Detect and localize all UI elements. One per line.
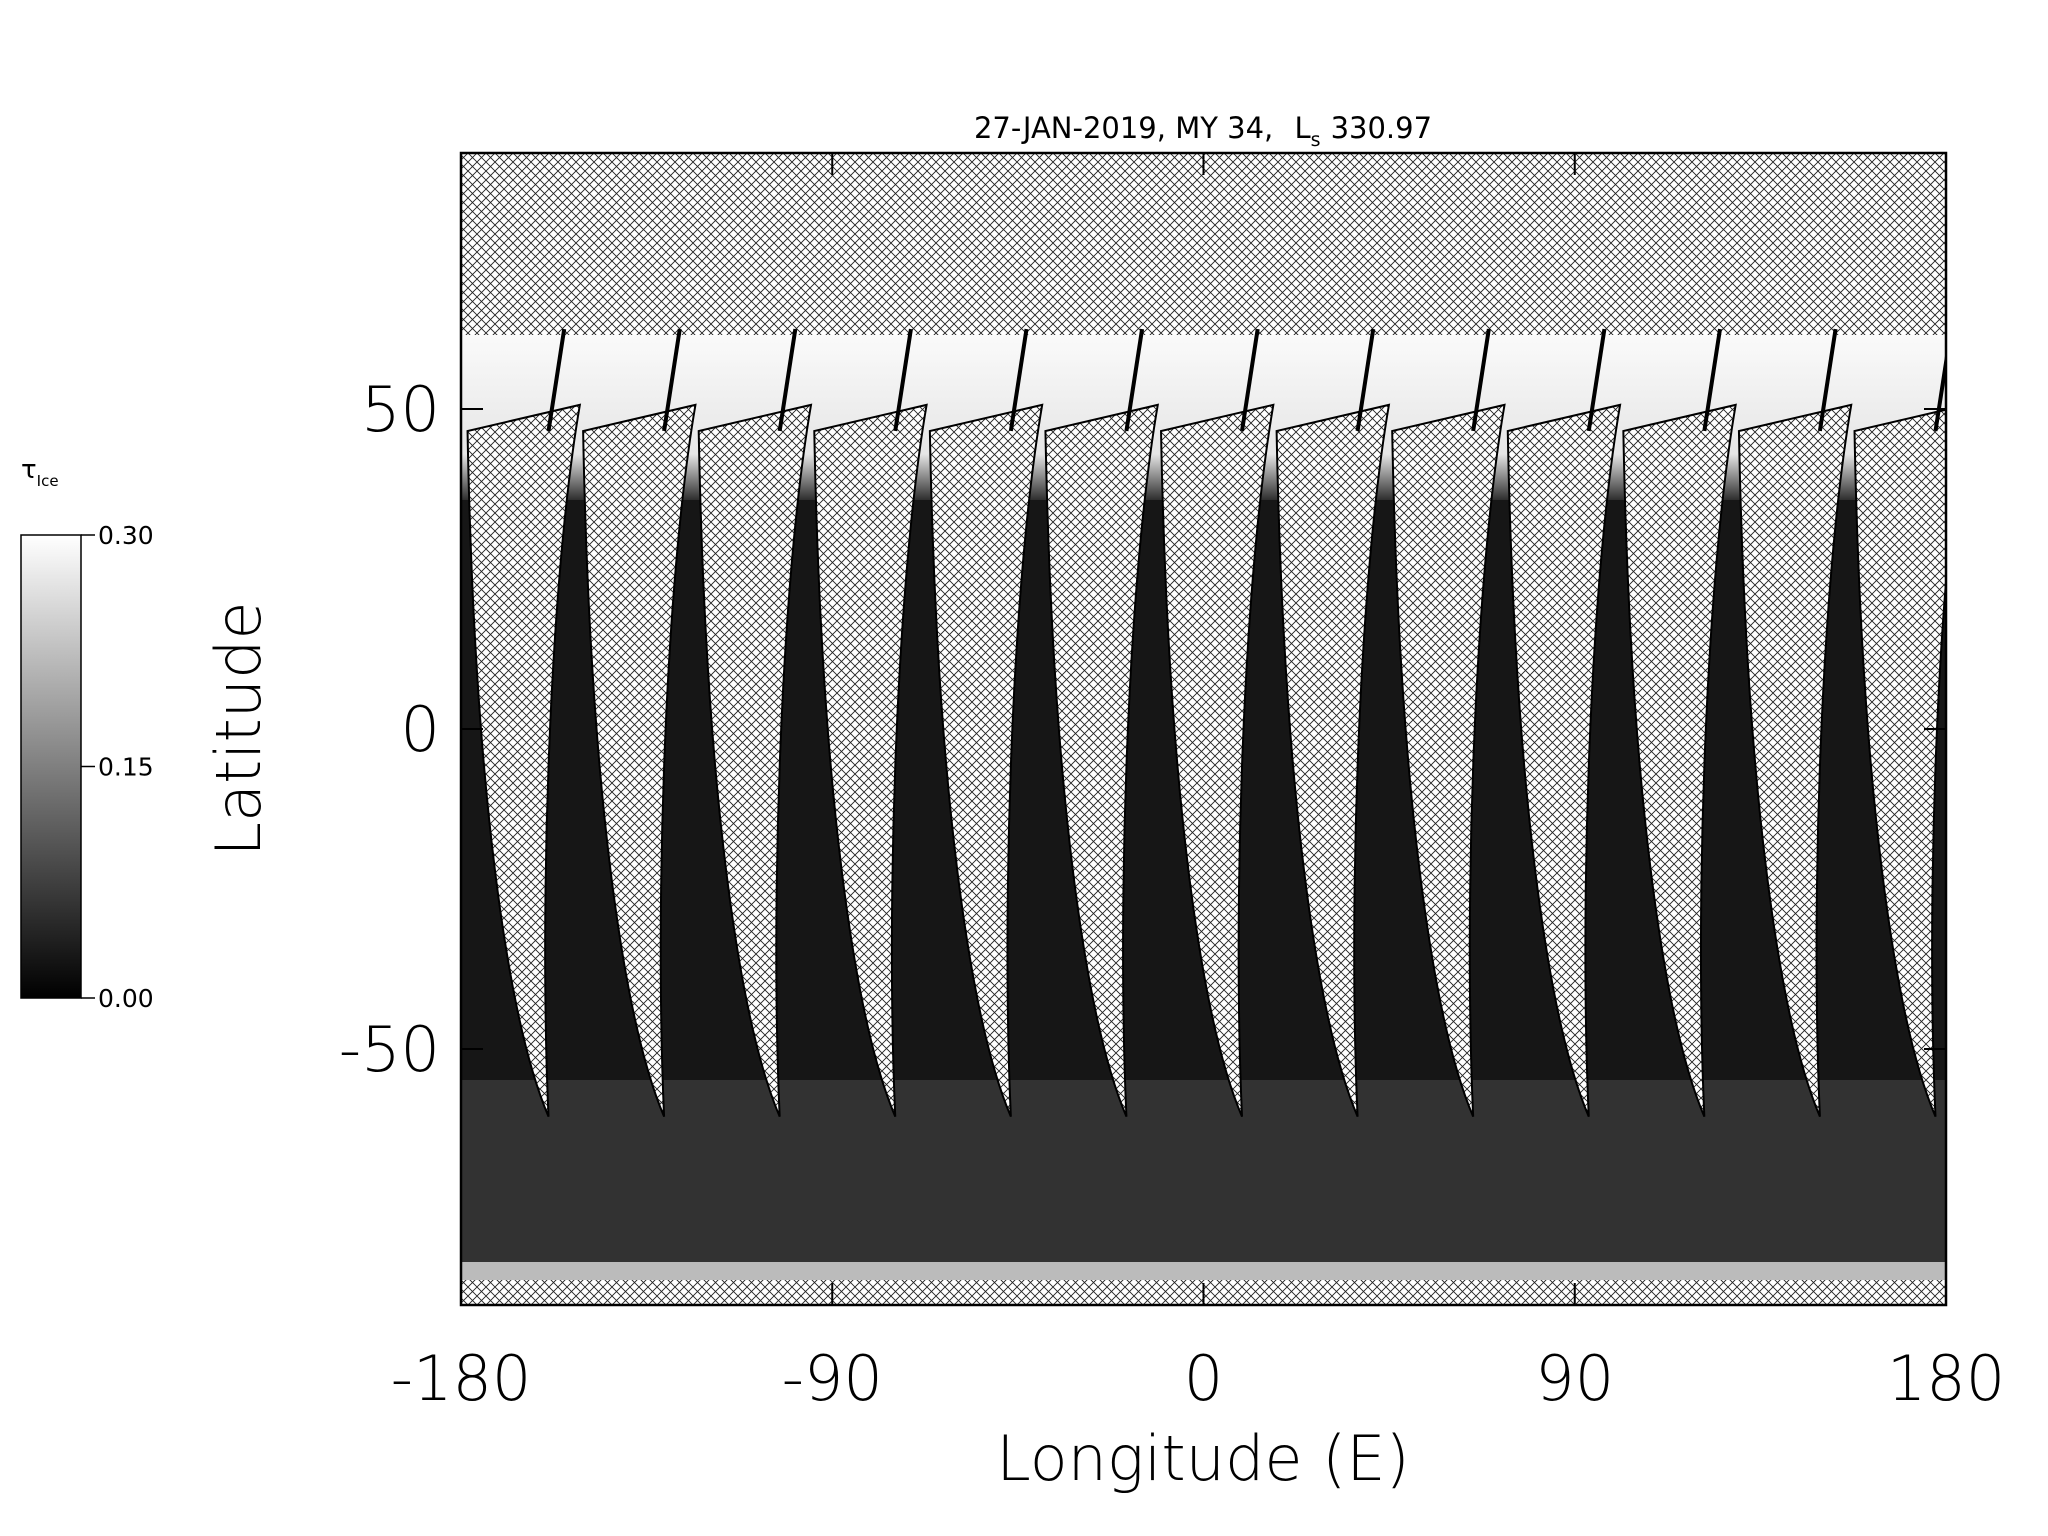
y-tick-label: -50 — [339, 1013, 440, 1086]
swath-edge — [546, 328, 567, 432]
x-tick-label: -180 — [391, 1342, 532, 1415]
south-pole-edge — [461, 1262, 1946, 1280]
swath-gap — [1160, 403, 1275, 1118]
swath-gap — [697, 403, 813, 1118]
swath-edge — [777, 328, 798, 432]
swath-edge — [1240, 328, 1260, 432]
y-axis-title: Latitude — [202, 601, 275, 856]
swath-edge — [1586, 328, 1607, 432]
swath-edge — [1355, 328, 1376, 432]
swath-edge — [1124, 328, 1145, 432]
south-region — [461, 1080, 1946, 1280]
y-tick-label: 0 — [401, 693, 440, 766]
colorbar-tick-label: 0.00 — [98, 984, 154, 1013]
x-axis-title: Longitude (E) — [996, 1422, 1409, 1495]
swath-edge — [1008, 328, 1029, 432]
colorbar-label: τIce — [21, 455, 59, 490]
swath-gap — [1044, 403, 1160, 1118]
x-tick-label: 180 — [1887, 1342, 2005, 1415]
swath-gap — [1391, 403, 1506, 1118]
swath-edge — [1702, 328, 1722, 432]
swath-edge — [1817, 328, 1838, 432]
swath-edge — [1471, 328, 1491, 432]
swath-edge — [662, 328, 682, 432]
swath-edge — [1933, 349, 1946, 432]
swath-gap — [813, 403, 928, 1118]
colorbar — [20, 534, 82, 999]
swath-gap — [1737, 403, 1853, 1118]
colorbar-tick-label: 0.15 — [98, 753, 154, 782]
x-tick-label: 90 — [1535, 1342, 1614, 1415]
swath-gap — [1622, 403, 1737, 1118]
swath-gap — [466, 403, 582, 1118]
map-image — [461, 153, 1946, 1305]
y-tick-label: 50 — [361, 373, 440, 446]
colorbar-tick-label: 0.30 — [98, 521, 154, 550]
x-tick-label: 0 — [1184, 1342, 1223, 1415]
swath-gap — [1275, 403, 1391, 1118]
swath-edge — [893, 328, 913, 432]
x-tick-label: -90 — [782, 1342, 883, 1415]
chart-title: 27-JAN-2019, MY 34, Ls 330.97 — [974, 111, 1432, 151]
swath-gap — [928, 403, 1044, 1118]
swath-gap — [1506, 403, 1622, 1118]
swath-gap — [582, 403, 697, 1118]
